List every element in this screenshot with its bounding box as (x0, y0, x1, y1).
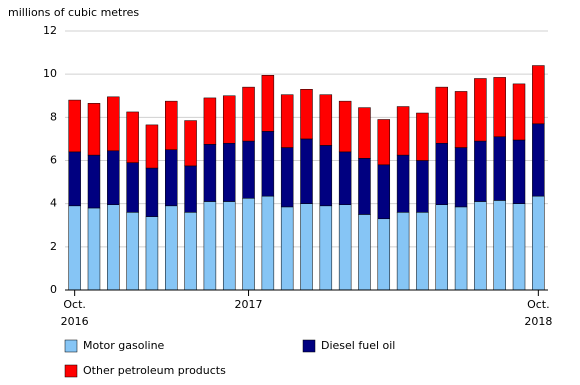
bar-segment (107, 204, 120, 291)
bar-segment (280, 147, 294, 208)
bar-segment (280, 94, 294, 148)
bar-segment (107, 96, 120, 152)
bar-segment (435, 204, 448, 291)
legend-label: Other petroleum products (83, 364, 226, 377)
bar-segment (300, 203, 313, 291)
bar-segment (300, 89, 313, 140)
bar-segment (107, 150, 120, 205)
bar-segment (203, 201, 217, 291)
y-tick-label: 10 (43, 67, 57, 80)
legend-label: Motor gasoline (83, 339, 165, 352)
bar-segment (203, 144, 217, 202)
bar-segment (222, 201, 236, 291)
y-axis-label: millions of cubic metres (8, 6, 139, 19)
bar-segment (222, 95, 236, 144)
bar-segment (280, 206, 294, 291)
bar-segment (435, 142, 448, 205)
bar-segment (145, 216, 159, 291)
bar-segment (358, 107, 371, 159)
y-tick-label: 4 (50, 197, 57, 210)
bar-segment (454, 206, 468, 291)
x-tick-label: Oct. 2018 (524, 298, 552, 328)
bar-segment (242, 140, 255, 199)
bar-segment (184, 212, 197, 291)
bar-segment (184, 120, 197, 167)
bar-segment (87, 207, 101, 291)
bar-segment (126, 162, 139, 213)
legend-label: Diesel fuel oil (321, 339, 395, 352)
bar-segment (145, 124, 159, 169)
bar-segment (493, 77, 506, 138)
bar-segment (165, 100, 178, 150)
bar-segment (126, 212, 139, 291)
bar-segment (532, 123, 545, 197)
bar-segment (396, 212, 410, 291)
bar-segment (338, 100, 352, 153)
bar-segment (512, 203, 526, 291)
bar-segment (300, 138, 313, 204)
bar-segment (338, 204, 352, 291)
bar-segment (319, 94, 333, 146)
bar-segment (261, 131, 275, 197)
x-tick-label: 2017 (235, 298, 263, 311)
bar-segment (165, 205, 178, 291)
bar-segment (126, 111, 139, 163)
bar-segment (532, 65, 545, 125)
bar-segment (377, 218, 391, 291)
bar-segment (242, 86, 255, 142)
bar-segment (396, 154, 410, 213)
bar-segment (512, 83, 526, 141)
bar-segment (416, 112, 429, 161)
legend-swatch (64, 364, 78, 378)
bar-segment (416, 160, 429, 213)
bar-segment (493, 136, 506, 201)
legend-swatch (64, 339, 78, 353)
bar-segment (454, 91, 468, 148)
bar-segment (338, 151, 352, 205)
bar-segment (145, 167, 159, 217)
bar-segment (416, 212, 429, 291)
legend-swatch (302, 339, 316, 353)
bar-segment (358, 158, 371, 215)
bar-segment (261, 195, 275, 291)
bar-segment (87, 103, 101, 156)
bar-segment (435, 86, 448, 144)
bar-segment (358, 214, 371, 291)
bar-segment (222, 142, 236, 202)
bar-segment (377, 164, 391, 220)
bar-segment (474, 78, 487, 142)
y-tick-label: 8 (50, 110, 57, 123)
bar-segment (68, 99, 81, 153)
bar-segment (261, 74, 275, 132)
y-tick-label: 6 (50, 154, 57, 167)
bar-segment (87, 154, 101, 209)
bar-segment (396, 106, 410, 156)
bar-segment (377, 119, 391, 166)
bar-segment (454, 147, 468, 208)
bar-segment (165, 149, 178, 207)
bar-segment (474, 140, 487, 202)
bar-segment (242, 198, 255, 291)
bar-segment (319, 145, 333, 207)
bar-segment (512, 139, 526, 204)
bar-segment (474, 201, 487, 291)
bar-segment (203, 97, 217, 145)
bar-segment (68, 205, 81, 291)
bar-segment (532, 195, 545, 291)
y-tick-label: 12 (43, 24, 57, 37)
bar-segment (493, 200, 506, 291)
y-tick-label: 0 (50, 283, 57, 296)
x-tick-label: Oct. 2016 (61, 298, 89, 328)
y-tick-label: 2 (50, 240, 57, 253)
bar-segment (319, 205, 333, 291)
bar-segment (68, 151, 81, 207)
bar-segment (184, 165, 197, 213)
